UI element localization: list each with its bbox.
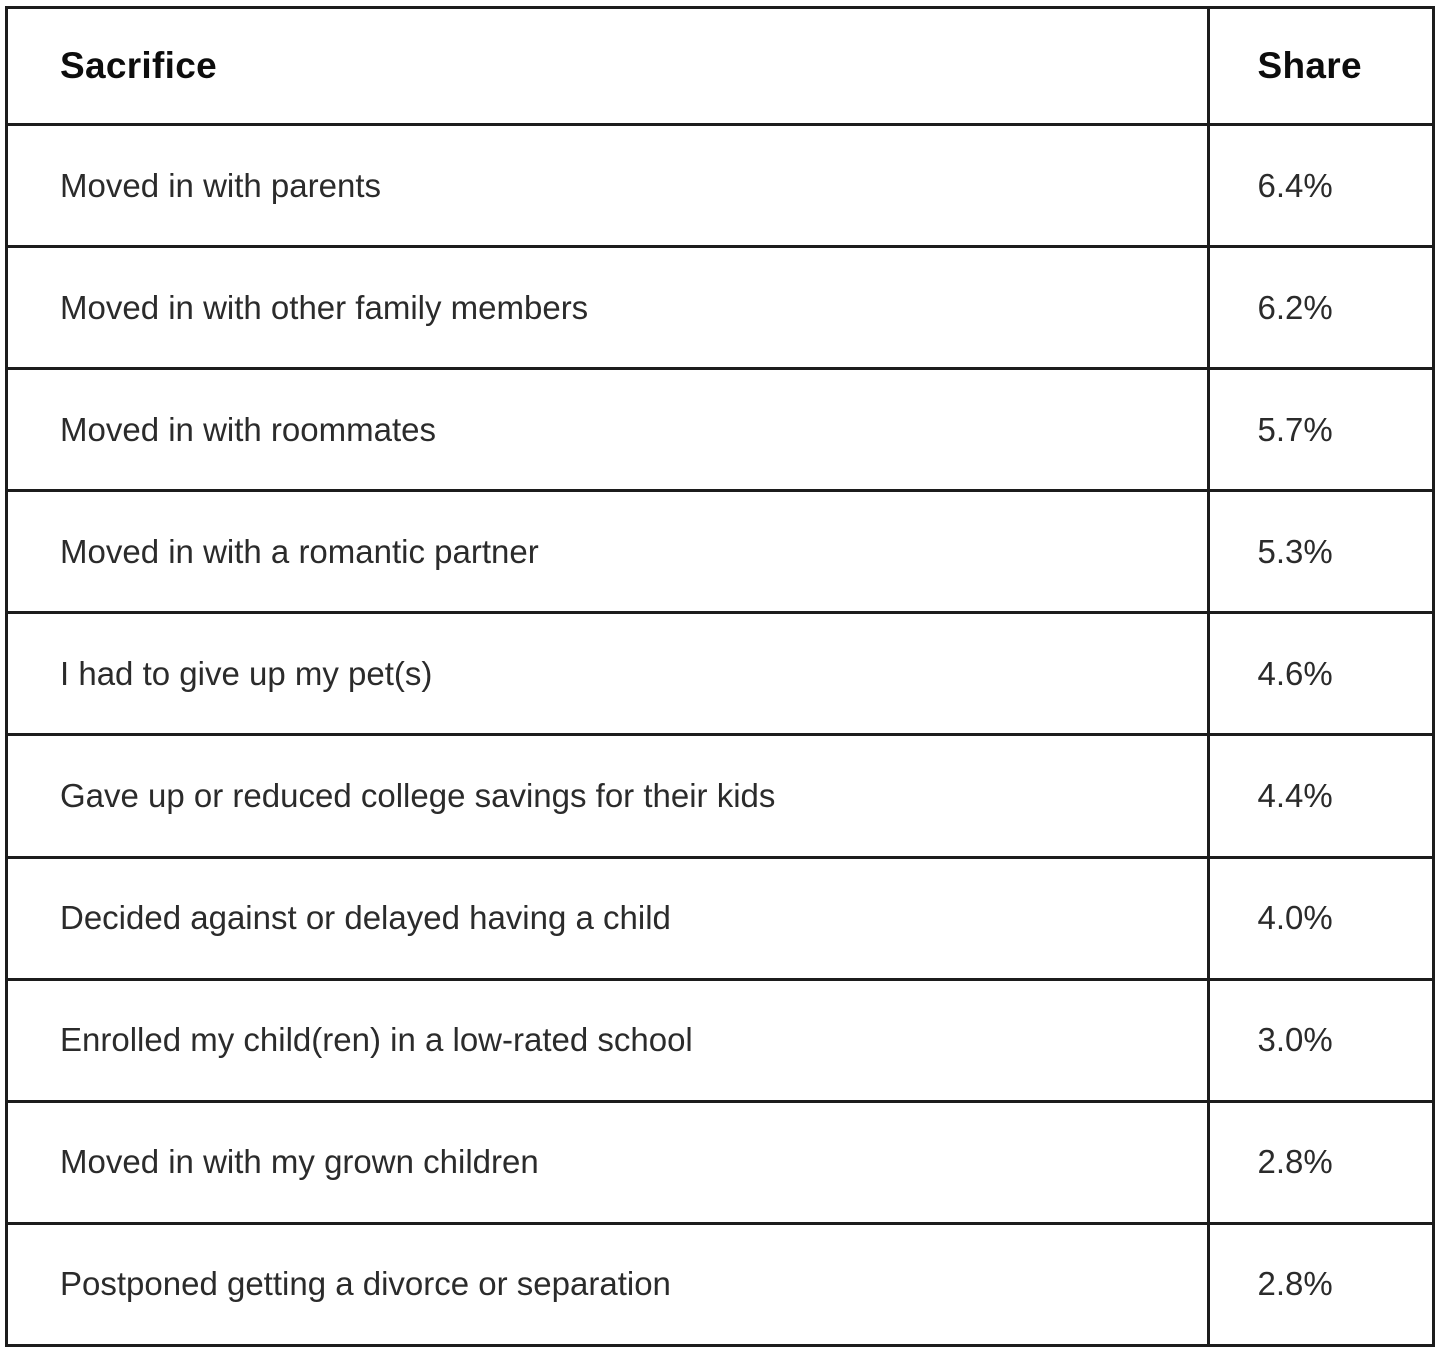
sacrifice-cell: Decided against or delayed having a chil… xyxy=(5,855,1210,981)
share-cell: 5.3% xyxy=(1206,489,1436,615)
sacrifice-cell: Moved in with roommates xyxy=(5,367,1210,493)
table-row: Moved in with a romantic partner 5.3% xyxy=(5,489,1436,615)
table-body: Moved in with parents 6.4% Moved in with o… xyxy=(5,122,1436,1348)
table-header: Sacrifice Share xyxy=(5,6,1436,126)
share-cell: 3.0% xyxy=(1206,977,1436,1103)
sacrifice-cell: Gave up or reduced college savings for t… xyxy=(5,733,1210,859)
share-cell: 2.8% xyxy=(1206,1099,1436,1225)
share-cell: 5.7% xyxy=(1206,367,1436,493)
sacrifice-cell: I had to give up my pet(s) xyxy=(5,611,1210,737)
table-row: Gave up or reduced college savings for t… xyxy=(5,733,1436,859)
table-row: Postponed getting a divorce or separatio… xyxy=(5,1221,1436,1348)
table-row: Moved in with other family members 6.2% xyxy=(5,245,1436,371)
share-cell: 4.4% xyxy=(1206,733,1436,859)
share-cell: 4.0% xyxy=(1206,855,1436,981)
sacrifice-cell: Moved in with parents xyxy=(5,122,1210,249)
share-cell: 6.4% xyxy=(1206,122,1436,249)
sacrifice-cell: Moved in with other family members xyxy=(5,245,1210,371)
column-header-share: Share xyxy=(1206,6,1436,126)
table-row: Moved in with parents 6.4% xyxy=(5,122,1436,249)
table-row: Enrolled my child(ren) in a low-rated sc… xyxy=(5,977,1436,1103)
sacrifice-share-table: Sacrifice Share Moved in with parents 6.4… xyxy=(5,6,1436,1348)
sacrifice-cell: Enrolled my child(ren) in a low-rated sc… xyxy=(5,977,1210,1103)
column-header-sacrifice: Sacrifice xyxy=(5,6,1210,126)
header-row: Sacrifice Share xyxy=(5,6,1436,126)
sacrifice-cell: Moved in with a romantic partner xyxy=(5,489,1210,615)
table-row: Moved in with roommates 5.7% xyxy=(5,367,1436,493)
sacrifice-cell: Postponed getting a divorce or separatio… xyxy=(5,1221,1210,1348)
sacrifice-cell: Moved in with my grown children xyxy=(5,1099,1210,1225)
share-cell: 4.6% xyxy=(1206,611,1436,737)
table-row: Moved in with my grown children 2.8% xyxy=(5,1099,1436,1225)
table-row: I had to give up my pet(s) 4.6% xyxy=(5,611,1436,737)
table-row: Decided against or delayed having a chil… xyxy=(5,855,1436,981)
share-cell: 6.2% xyxy=(1206,245,1436,371)
share-cell: 2.8% xyxy=(1206,1221,1436,1348)
